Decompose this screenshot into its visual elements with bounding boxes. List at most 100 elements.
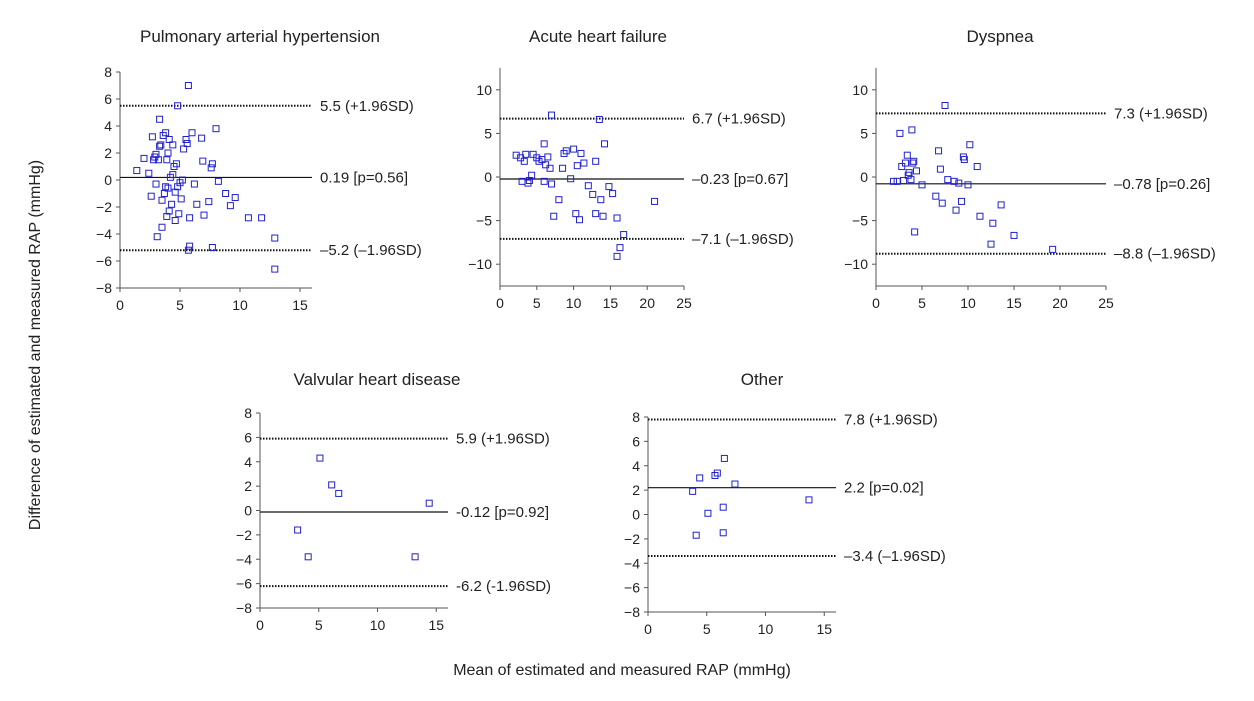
y-tick-label: 8 <box>244 405 252 421</box>
y-tick-label: 5 <box>860 125 868 141</box>
data-point <box>616 244 624 252</box>
data-point <box>133 167 141 175</box>
mean-bias-label: –0.78 [p=0.26] <box>1114 176 1210 193</box>
x-tick-label: 15 <box>1006 295 1022 311</box>
data-point <box>175 210 183 218</box>
y-tick-label: −4 <box>96 226 112 242</box>
data-point <box>932 192 940 200</box>
data-point <box>589 190 597 198</box>
data-point <box>976 212 984 220</box>
data-point <box>183 140 191 148</box>
data-point <box>704 509 712 517</box>
data-point <box>944 176 952 184</box>
data-point <box>316 454 324 462</box>
data-point <box>335 489 343 497</box>
x-tick-label: 0 <box>644 621 652 637</box>
data-point <box>696 474 704 482</box>
panel-ahf: Acute heart failure 10 5 0 −5 −10 0 5 10 15 20 25 6.… <box>468 27 793 311</box>
x-tick-label: 0 <box>872 295 880 311</box>
data-point <box>158 196 166 204</box>
data-point <box>901 159 909 167</box>
y-tick-label: −4 <box>624 555 640 571</box>
y-tick-label: 0 <box>632 507 640 523</box>
data-point <box>190 180 198 188</box>
data-point <box>952 206 960 214</box>
panel-dyspnea: Dyspnea 10 5 0 −5 −10 0 5 10 15 20 25 7.3 (+1.96SD) –… <box>844 27 1215 311</box>
panel-title: Valvular heart disease <box>294 370 461 389</box>
data-point <box>997 201 1005 209</box>
lower-limit-label: -6.2 (-1.96SD) <box>456 578 551 595</box>
data-point <box>188 129 196 137</box>
data-point <box>207 164 215 172</box>
data-point <box>174 102 182 110</box>
data-point <box>182 136 190 143</box>
data-point <box>896 129 904 137</box>
x-tick-label: 10 <box>566 295 582 311</box>
x-tick-label: 0 <box>116 297 124 313</box>
x-tick-label: 25 <box>1098 295 1114 311</box>
data-point <box>960 156 968 164</box>
data-point <box>950 177 958 185</box>
data-point <box>171 188 179 196</box>
y-tick-label: 8 <box>104 64 112 80</box>
data-point <box>905 169 913 177</box>
data-point <box>595 115 603 123</box>
data-point <box>525 176 533 184</box>
data-point <box>304 553 312 561</box>
data-point <box>544 153 552 161</box>
data-point <box>226 202 234 210</box>
data-point <box>205 198 213 206</box>
data-point <box>163 212 171 220</box>
upper-limit-label: 7.3 (+1.96SD) <box>1114 105 1208 122</box>
data-point <box>425 499 433 507</box>
data-point <box>411 553 419 561</box>
x-tick-label: 15 <box>816 621 832 637</box>
data-point <box>548 180 556 188</box>
data-point <box>936 165 944 173</box>
y-tick-label: −8 <box>96 280 112 296</box>
panel-title: Dyspnea <box>966 27 1034 46</box>
data-point <box>156 115 164 123</box>
data-point <box>912 167 920 175</box>
y-tick-label: −10 <box>468 256 492 272</box>
data-point <box>570 145 578 153</box>
data-point <box>540 140 548 148</box>
data-point <box>152 180 160 188</box>
data-point <box>592 157 600 165</box>
data-point <box>164 184 172 192</box>
y-tick-label: 0 <box>244 503 252 519</box>
data-point <box>169 141 177 149</box>
y-tick-label: 2 <box>632 482 640 498</box>
data-point <box>805 496 813 504</box>
data-point <box>592 210 600 218</box>
x-tick-label: 5 <box>533 295 541 311</box>
data-point <box>199 157 207 165</box>
data-point <box>160 190 168 197</box>
y-tick-label: −6 <box>624 580 640 596</box>
y-tick-label: 2 <box>244 478 252 494</box>
data-point <box>165 136 173 143</box>
y-tick-label: 6 <box>104 91 112 107</box>
data-point <box>184 246 192 254</box>
data-point <box>244 214 252 222</box>
y-tick-label: 4 <box>244 454 252 470</box>
data-point <box>528 171 536 179</box>
data-point <box>162 129 170 137</box>
data-point <box>258 214 266 222</box>
x-tick-label: 25 <box>676 295 692 311</box>
lower-limit-label: –3.4 (–1.96SD) <box>844 548 946 565</box>
data-point <box>522 150 530 158</box>
y-tick-label: −5 <box>476 213 492 229</box>
data-point <box>198 134 206 142</box>
data-point <box>958 197 966 205</box>
x-tick-label: 5 <box>315 617 323 633</box>
data-point <box>546 164 554 172</box>
data-point <box>208 244 216 251</box>
x-tick-label: 15 <box>292 297 308 313</box>
data-point <box>1049 245 1057 253</box>
data-point <box>174 183 182 191</box>
data-point <box>731 480 739 488</box>
data-point <box>911 228 919 236</box>
y-tick-label: 10 <box>852 82 868 98</box>
x-tick-label: 0 <box>256 617 264 633</box>
